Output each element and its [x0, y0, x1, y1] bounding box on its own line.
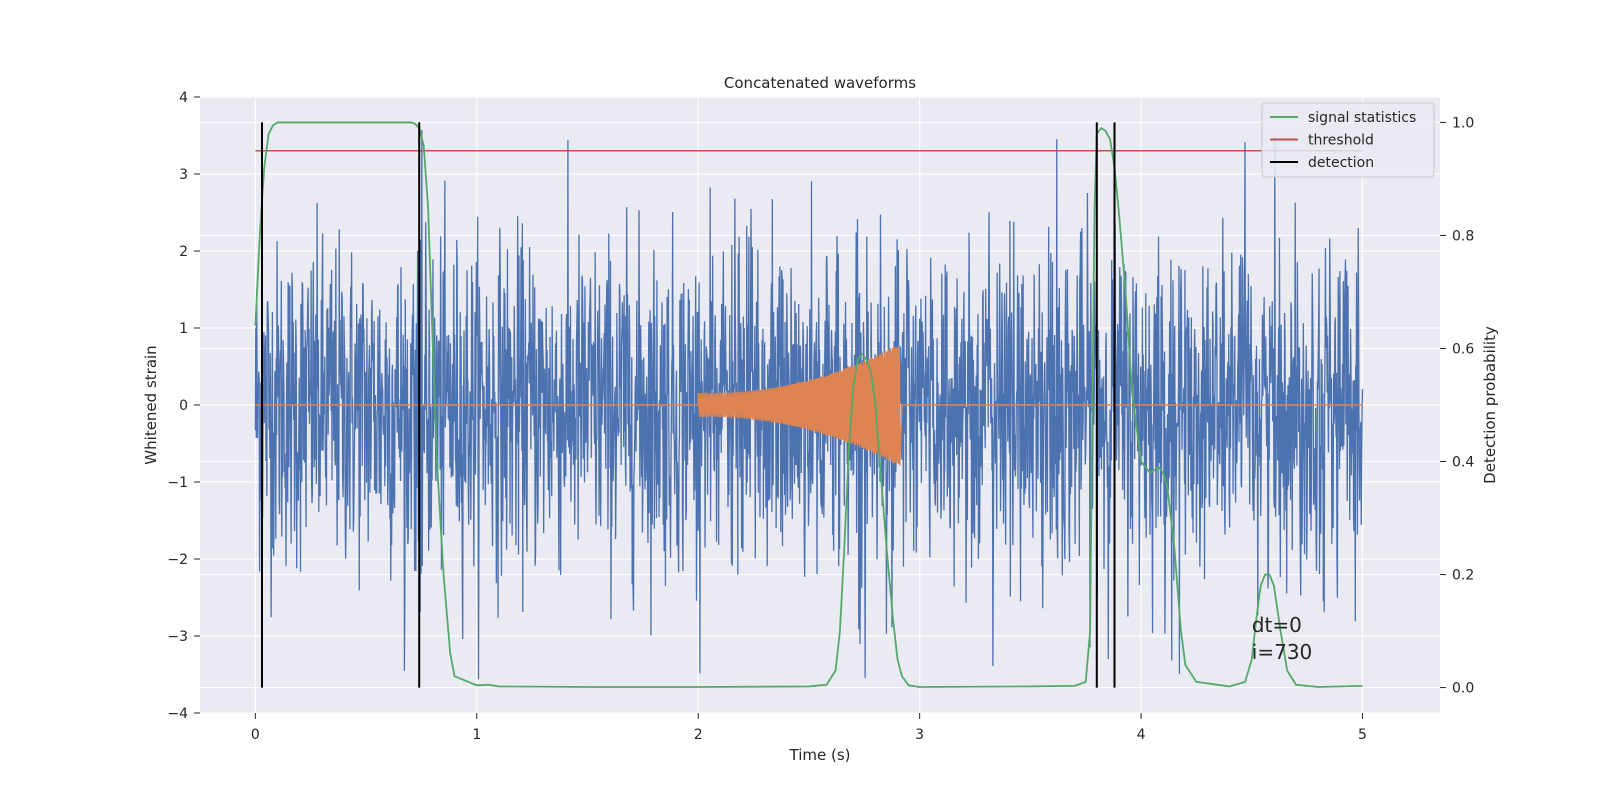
x-tick-label: 3 [915, 727, 924, 743]
y-right-tick-label: 0.4 [1452, 455, 1474, 471]
series-layer [254, 121, 1364, 688]
series-whitened-strain [254, 129, 1364, 680]
axes: 0 1 2 3 4 5 4 3 2 1 0 −1 −2 −3 −4 1.0 0.8 0.6 0.4 0.2 0.0 [167, 90, 1474, 743]
x-tick-label: 2 [694, 727, 703, 743]
y-right-tick-label: 0.6 [1452, 341, 1474, 357]
legend-box [1261, 102, 1435, 178]
legend-label: threshold [1308, 133, 1374, 149]
y-tick-label: −4 [167, 706, 188, 722]
y-tick-label: 0 [179, 398, 188, 414]
y-tick-label: 2 [179, 244, 188, 260]
legend: signal statistics threshold detection [1261, 102, 1435, 178]
legend-label: detection [1308, 155, 1374, 171]
y-axis-right-label: Detection probability [1481, 326, 1499, 484]
y-tick-label: 3 [179, 167, 188, 183]
y-tick-label: −1 [167, 475, 188, 491]
y-tick-label: −2 [167, 552, 188, 568]
x-tick-label: 1 [472, 727, 481, 743]
chart-title: Concatenated waveforms [724, 74, 916, 92]
y-right-tick-label: 1.0 [1452, 115, 1474, 131]
annotation-text: i=730 [1252, 640, 1313, 664]
y-right-tick-label: 0.8 [1452, 228, 1474, 244]
series-injected-waveform [255, 345, 1363, 466]
x-axis-label: Time (s) [789, 746, 851, 764]
x-tick-label: 5 [1358, 727, 1367, 743]
y-tick-label: −3 [167, 629, 188, 645]
y-tick-label: 4 [179, 90, 188, 106]
y-right-tick-label: 0.2 [1452, 568, 1474, 584]
annotation-text: dt=0 [1252, 613, 1302, 637]
annotations: dt=0 i=730 [1252, 613, 1313, 664]
x-tick-label: 4 [1137, 727, 1146, 743]
y-axis-label: Whitened strain [142, 345, 160, 464]
y-right-tick-label: 0.0 [1452, 681, 1474, 697]
legend-label: signal statistics [1308, 110, 1416, 126]
x-tick-label: 0 [251, 727, 260, 743]
series-signal-statistics [254, 121, 1363, 688]
y-tick-label: 1 [179, 321, 188, 337]
